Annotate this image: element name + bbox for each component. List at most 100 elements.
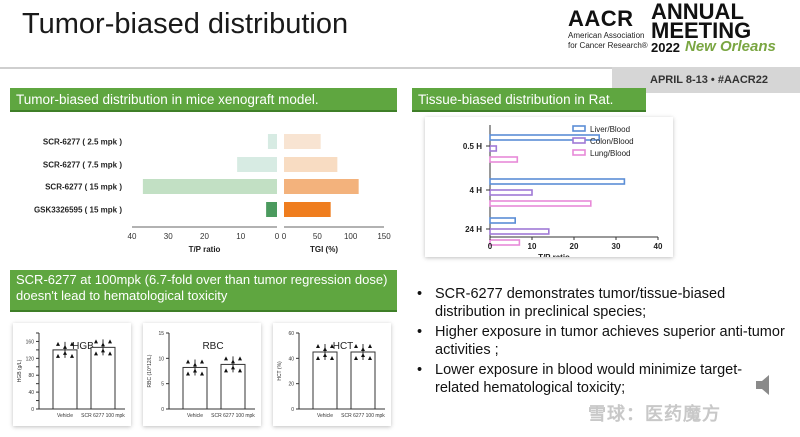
data-point-marker (316, 356, 320, 360)
y-tick-label: 10 (158, 356, 164, 362)
bullet-item: SCR-6277 demonstrates tumor/tissue-biase… (413, 285, 785, 321)
hematology-bar (90, 346, 116, 410)
category-label: SCR 6277 100 mpk (341, 413, 385, 419)
data-point-marker (94, 351, 98, 356)
category-label: SCR-6277 ( 7.5 mpk ) (43, 161, 122, 170)
data-point-marker (361, 353, 365, 357)
tgi-bar (284, 157, 338, 172)
x-tick-label: 0 (488, 242, 493, 251)
data-point-marker (368, 344, 372, 348)
category-label: GSK3326595 ( 15 mpk ) (34, 206, 122, 215)
left-tick-label: 40 (128, 232, 137, 241)
speaker-icon[interactable] (752, 372, 778, 398)
data-point-marker (108, 339, 112, 344)
data-point-marker (200, 371, 204, 376)
tissue-bar (489, 239, 521, 246)
bullet-item: Higher exposure in tumor achieves superi… (413, 323, 785, 359)
data-point-marker (186, 371, 190, 376)
left-axis-title: T/P ratio (189, 245, 221, 254)
legend-swatch (572, 125, 586, 132)
tgi-bar (284, 202, 331, 217)
hematology-bar (52, 349, 78, 410)
category-label: SCR 6277 100 mpk (81, 413, 125, 419)
data-point-marker (193, 368, 197, 373)
y-tick-label: 160 (26, 339, 35, 345)
tp-ratio-bar (142, 179, 277, 194)
right-tick-label: 50 (313, 232, 322, 241)
data-point-marker (231, 359, 235, 364)
meeting-dates: APRIL 8-13 • #AACR22 (650, 74, 768, 86)
tgi-bar (284, 179, 359, 194)
y-tick-label: 0 (161, 407, 164, 413)
left-tick-label: 10 (236, 232, 245, 241)
watermark: 雪球：医药魔方 (588, 404, 721, 424)
data-point-marker (361, 347, 365, 351)
data-point-marker (238, 368, 242, 373)
data-point-marker (63, 350, 67, 355)
meeting-city: New Orleans (685, 38, 776, 55)
tissue-bar (489, 145, 498, 152)
x-tick-label: 40 (654, 242, 663, 251)
left-tick-label: 30 (164, 232, 173, 241)
toxicity-header: SCR-6277 at 100mpk (6.7-fold over than t… (10, 270, 397, 312)
right-tick-label: 100 (344, 232, 358, 241)
category-label: SCR 6277 100 mpk (211, 413, 255, 419)
right-tick-label: 150 (377, 232, 391, 241)
meeting-line-1: ANNUAL (651, 0, 744, 24)
y-tick-label: 15 (158, 331, 164, 337)
data-point-marker (56, 341, 60, 346)
x-tick-label: 20 (570, 242, 579, 251)
time-label: 4 H (470, 186, 483, 195)
y-tick-label: 5 (161, 382, 164, 388)
data-point-marker (354, 344, 358, 348)
y-tick-label: 80 (28, 373, 34, 379)
tissue-bar (489, 156, 519, 163)
panel-title: HCT (333, 341, 354, 352)
x-axis-title: T/P ratio (538, 253, 570, 257)
aacr-logo: AACR (568, 6, 634, 31)
x-tick-label: 30 (612, 242, 621, 251)
hgb-chart: 0 40 80 120 160 HGB (g/L) HGB Vehicle SCR 6277 1… (13, 323, 131, 426)
y-tick-label: 0 (31, 407, 34, 413)
y-tick-label: 20 (288, 382, 294, 388)
header-divider (0, 67, 612, 69)
tissue-bar (489, 228, 550, 235)
summary-bullets: SCR-6277 demonstrates tumor/tissue-biase… (413, 285, 785, 399)
tgi-bar (284, 134, 321, 149)
tp-ratio-bar (237, 157, 277, 172)
time-label: 24 H (465, 225, 482, 234)
data-point-marker (231, 365, 235, 370)
legend-label: Liver/Blood (590, 125, 630, 134)
data-point-marker (354, 356, 358, 360)
meeting-line-2: MEETING (651, 18, 752, 43)
y-tick-label: 40 (28, 390, 34, 396)
bullet-item: Lower exposure in blood would minimize t… (413, 361, 785, 397)
data-point-marker (224, 368, 228, 373)
meeting-year: 2022 (651, 40, 680, 55)
data-point-marker (94, 339, 98, 344)
tissue-bar (489, 178, 626, 185)
y-axis-title: HCT (%) (277, 361, 283, 381)
panel-title: HGB (72, 341, 94, 352)
hematology-bar (312, 351, 338, 410)
left-tick-label: 20 (200, 232, 209, 241)
right-axis-title: TGI (%) (310, 245, 338, 254)
org-line-1: American Association (568, 31, 645, 40)
data-point-marker (330, 356, 334, 360)
legend-swatch (572, 149, 586, 156)
y-tick-label: 120 (26, 356, 35, 362)
data-point-marker (63, 344, 67, 349)
data-point-marker (101, 348, 105, 353)
slide-title: Tumor-biased distribution (22, 8, 349, 40)
category-label: SCR-6277 ( 2.5 mpk ) (43, 138, 122, 147)
legend-swatch (572, 137, 586, 144)
data-point-marker (323, 347, 327, 351)
rat-distribution-header: Tissue-biased distribution in Rat. (412, 88, 646, 112)
data-point-marker (193, 362, 197, 367)
data-point-marker (368, 356, 372, 360)
data-point-marker (200, 359, 204, 364)
tp-ratio-bar (266, 202, 277, 217)
data-point-marker (238, 356, 242, 361)
tissue-bar (489, 217, 517, 224)
right-tick-label: 0 (282, 232, 287, 241)
